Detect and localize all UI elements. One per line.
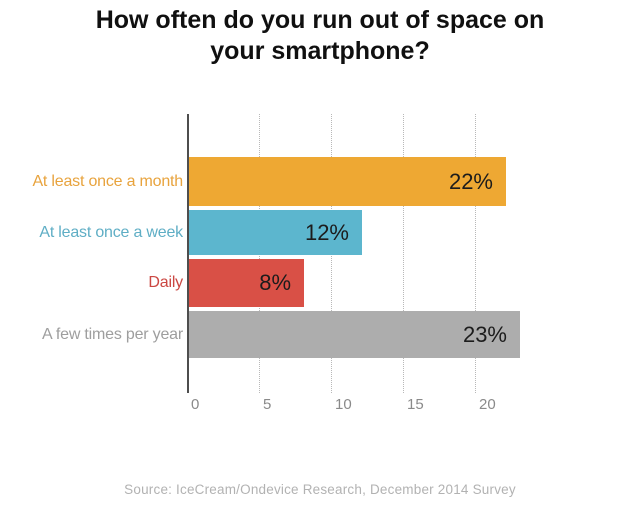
x-tick-label-10: 10 <box>335 396 352 413</box>
bar-value-label: 8% <box>259 270 291 295</box>
category-label-daily: Daily <box>148 274 183 291</box>
bar-daily: 8% <box>189 259 304 307</box>
plot-area: 22% 12% 8% 23% <box>187 114 535 393</box>
x-tick-label-20: 20 <box>479 396 496 413</box>
gridline-15 <box>403 114 404 393</box>
category-label-at-least-once-a-month: At least once a month <box>32 173 183 190</box>
bar-at-least-once-a-month: 22% <box>189 157 506 206</box>
bar-a-few-times-per-year: 23% <box>189 311 520 358</box>
y-axis-line <box>187 114 189 393</box>
category-label-at-least-once-a-week: At least once a week <box>39 224 183 241</box>
gridline-20 <box>475 114 476 393</box>
x-tick-label-0: 0 <box>191 396 200 413</box>
bar-value-label: 22% <box>448 169 493 194</box>
x-tick-label-5: 5 <box>263 396 272 413</box>
bar-at-least-once-a-week: 12% <box>189 210 362 255</box>
chart-title: How often do you run out of space on you… <box>95 6 545 65</box>
bar-value-label: 12% <box>304 220 349 245</box>
source-caption: Source: IceCream/Ondevice Research, Dece… <box>124 482 516 497</box>
bar-value-label: 23% <box>462 322 507 347</box>
category-label-a-few-times-per-year: A few times per year <box>42 326 183 343</box>
x-tick-label-15: 15 <box>407 396 424 413</box>
